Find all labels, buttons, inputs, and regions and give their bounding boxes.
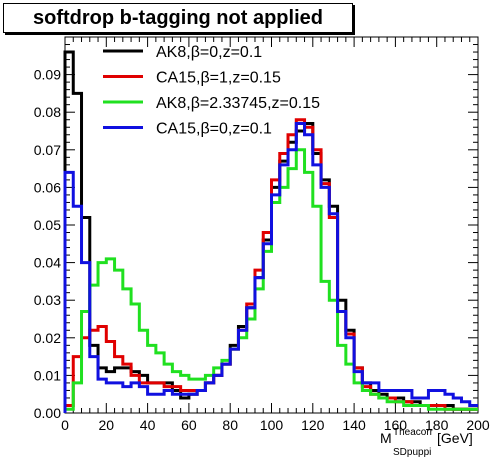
- x-tick-label: 0: [61, 417, 69, 433]
- y-tick-label: 0.08: [34, 104, 61, 120]
- y-tick-label: 0.05: [34, 217, 61, 233]
- y-tick-label: 0.02: [34, 330, 61, 346]
- axis-tick-labels: 0 20 40 60 80 100 120 140 160 180 200 0.00 0.01 0.02 0…: [34, 67, 490, 433]
- x-tick-label: 40: [140, 417, 156, 433]
- x-tick-label: 20: [99, 417, 115, 433]
- x-tick-label: 80: [222, 417, 238, 433]
- x-tick-label: 100: [260, 417, 284, 433]
- y-tick-label: 0.03: [34, 292, 61, 308]
- x-tick-label: 160: [384, 417, 408, 433]
- y-tick-label: 0.04: [34, 255, 61, 271]
- x-axis-label: M Theacorr SDpuppi [GeV]: [380, 427, 473, 458]
- legend-label: CA15,β=0,z=0.1: [156, 121, 272, 138]
- x-axis-label-sub: SDpuppi: [393, 447, 431, 458]
- x-tick-label: 180: [425, 417, 449, 433]
- y-tick-label: 0.00: [34, 405, 61, 421]
- x-tick-label: 140: [342, 417, 366, 433]
- series-group: [63, 50, 478, 413]
- y-tick-label: 0.09: [34, 67, 61, 83]
- y-tick-label: 0.07: [34, 142, 61, 158]
- x-tick-label: 200: [466, 417, 490, 433]
- x-axis-label-unit: [GeV]: [437, 430, 473, 446]
- legend-label: AK8,β=0,z=0.1: [156, 44, 262, 61]
- x-axis-label-sup: Theacorr: [393, 427, 434, 438]
- chart-title: softdrop b-tagging not applied: [33, 6, 323, 29]
- chart-title-box: softdrop b-tagging not applied: [3, 3, 353, 33]
- y-tick-label: 0.01: [34, 367, 61, 383]
- series-line-3: [63, 121, 478, 413]
- legend-label: AK8,β=2.33745,z=0.15: [156, 95, 320, 112]
- legend: AK8,β=0,z=0.1 CA15,β=1,z=0.15 AK8,β=2.3374…: [103, 44, 320, 138]
- legend-label: CA15,β=1,z=0.15: [156, 70, 281, 87]
- x-tick-label: 120: [301, 417, 325, 433]
- x-tick-label: 60: [181, 417, 197, 433]
- y-tick-label: 0.06: [34, 179, 61, 195]
- x-axis-label-main: M: [380, 430, 392, 446]
